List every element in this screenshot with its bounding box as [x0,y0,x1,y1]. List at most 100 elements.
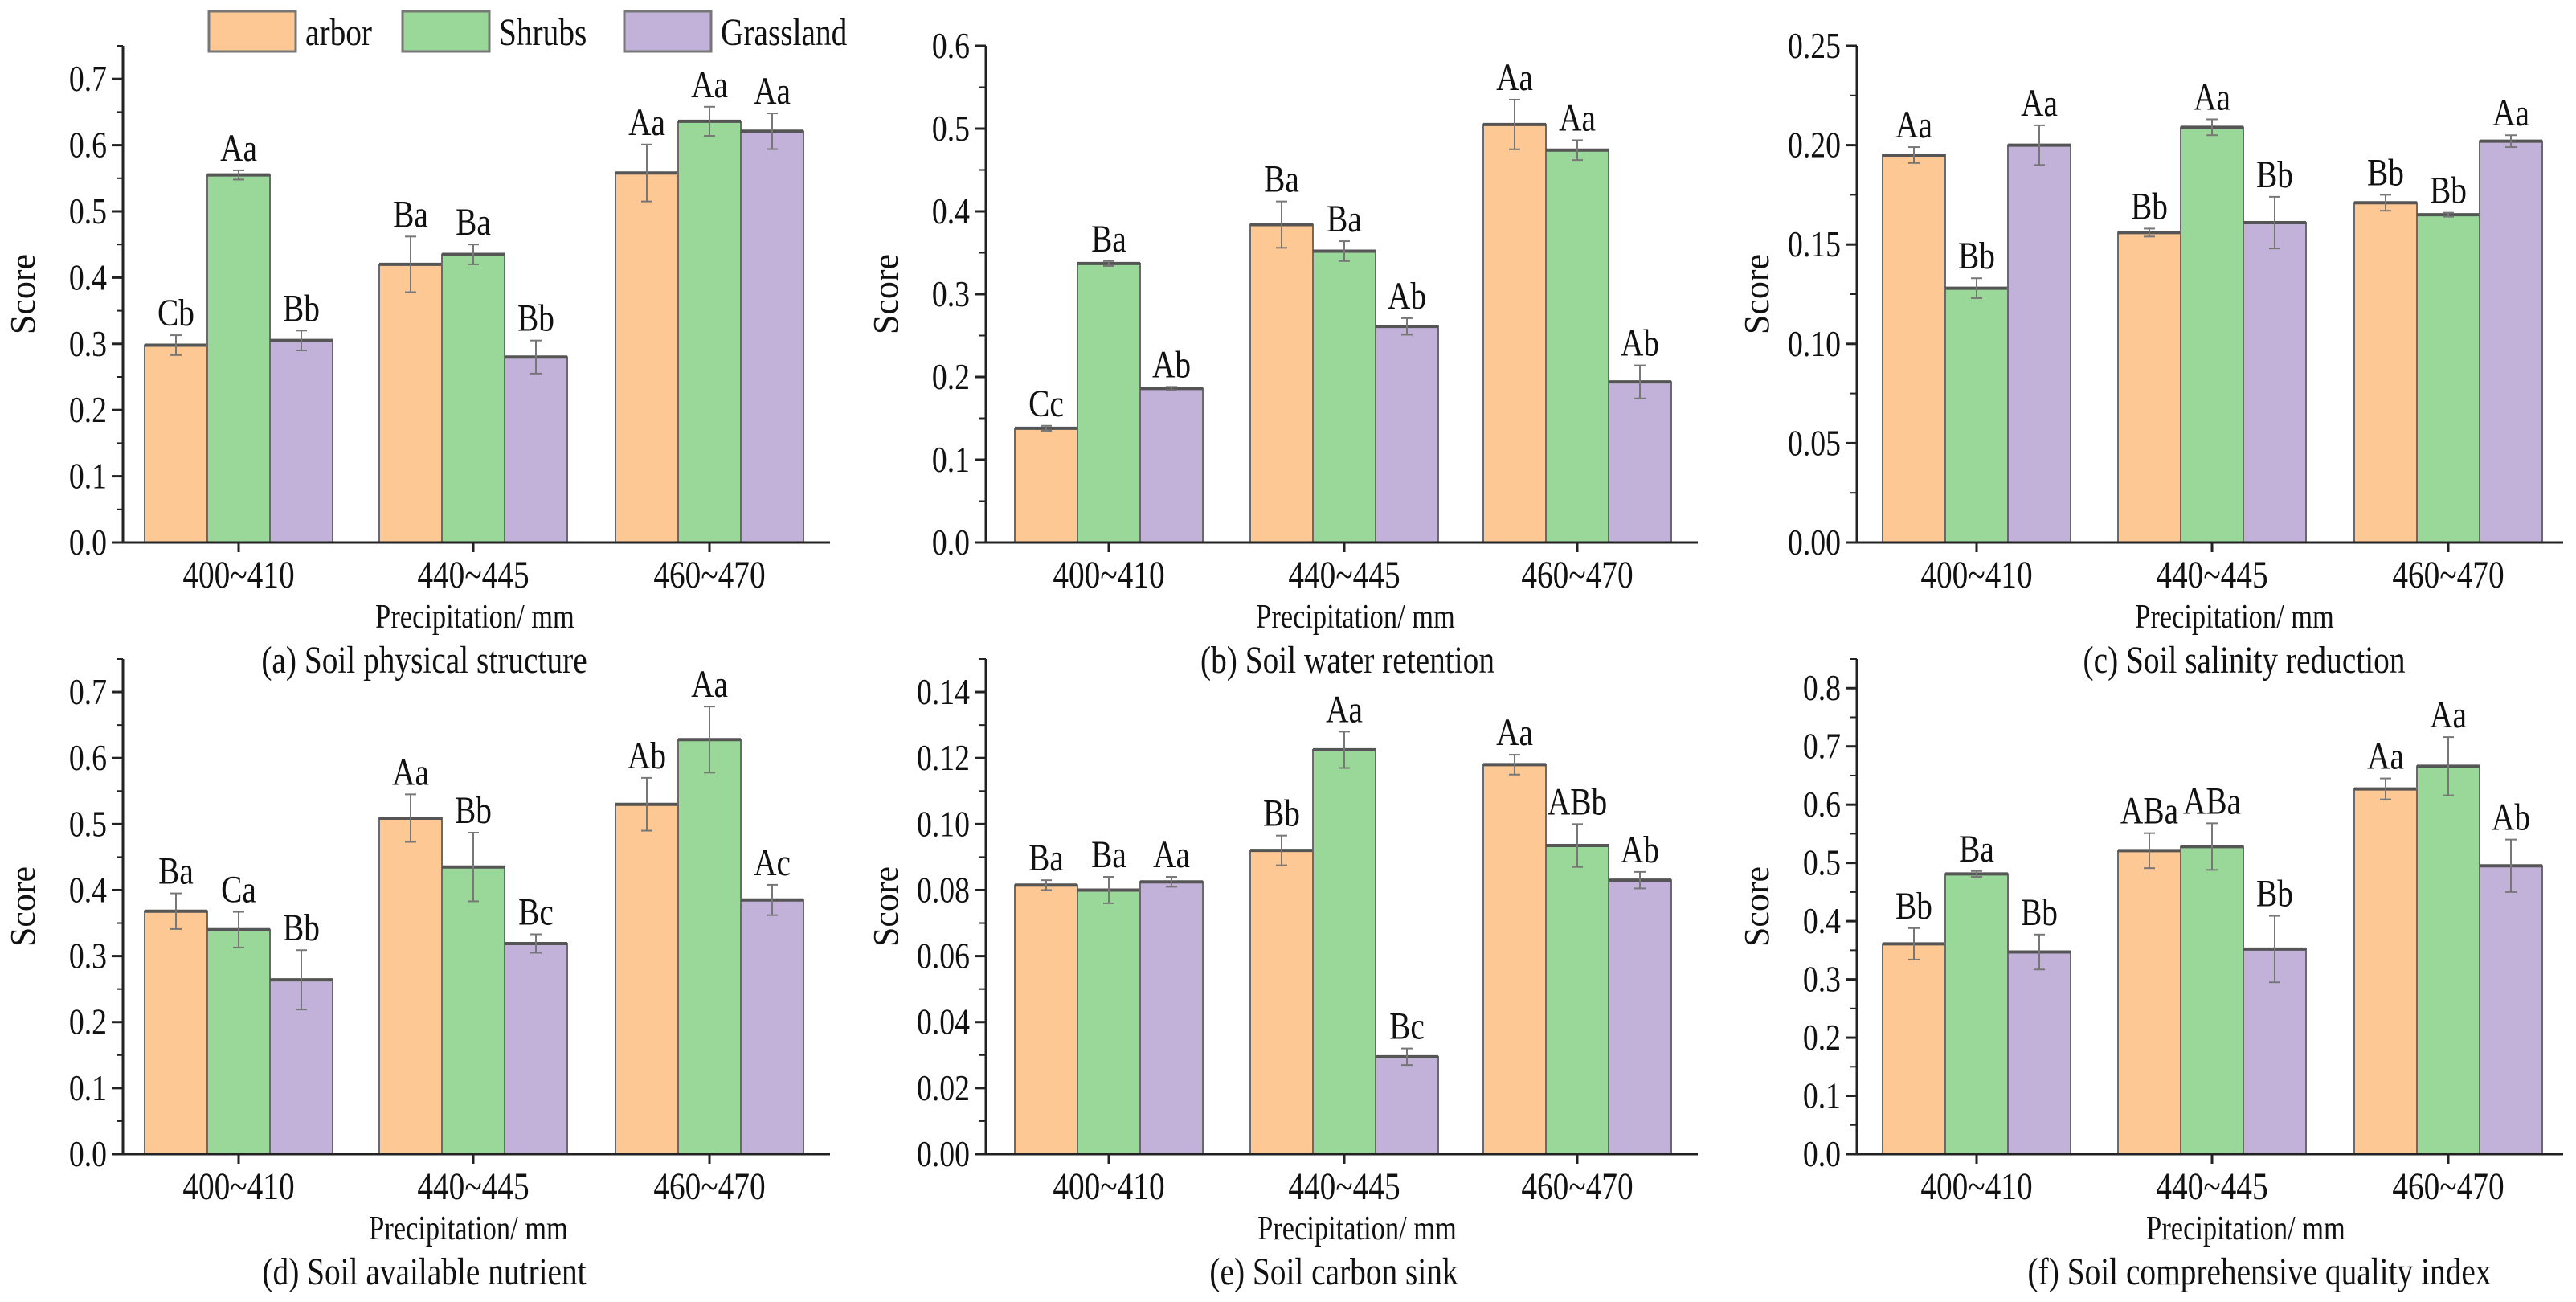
significance-label: Ab [1621,829,1659,870]
bar-shrubs-0 [1944,287,2009,543]
x-tick-label: 440~445 [2156,554,2267,596]
y-tick-label: 0.00 [1788,523,1841,563]
error-bar [1276,834,1287,866]
bar-shrubs-0 [1077,889,1141,1155]
x-tick-label: 400~410 [182,1165,294,1207]
error-bar [1908,146,1920,164]
x-tick-label: 460~470 [653,554,765,596]
error-bar [2269,915,2280,984]
error-bar [1509,754,1520,776]
significance-label: Bb [455,789,492,831]
error-bar [767,113,778,150]
x-tick-label: 440~445 [417,1165,529,1207]
significance-label: Ba [1028,837,1064,879]
y-tick-label: 0.10 [1788,324,1841,364]
y-tick-label: 0.5 [69,805,107,845]
panel-e: Ba Bb Aa Ba Aa ABb Aa Bc Ab 0.00 0.02 0.04 0.06 0.08 0… [866,658,1698,1293]
error-bar [296,330,307,352]
x-tick-label: 440~445 [2156,1165,2267,1207]
bar-grassland-0 [269,339,333,543]
significance-label: Bb [1895,885,1932,927]
error-bar [2380,194,2391,212]
y-axis-title: Score [1737,866,1777,947]
x-tick-label: 460~470 [653,1165,765,1207]
bar-grassland-0 [2007,144,2071,543]
y-tick-label: 0.4 [69,258,107,298]
panel-f: Bb ABa Aa Ba ABa Aa Bb Bb Ab 0.0 0.1 0.2 0.3 0.4 0.5 0.… [1737,658,2563,1293]
error-bar [2034,124,2045,166]
bar-shrubs-2 [1545,845,1609,1155]
y-tick-label: 0.5 [932,109,970,149]
significance-label: Ca [221,869,256,911]
significance-label: Ac [754,841,791,883]
y-tick-label: 0.5 [69,192,107,232]
significance-label: Aa [392,751,429,793]
significance-label: Ab [1388,275,1426,317]
significance-label: Ba [1091,833,1126,875]
error-bar [2380,777,2391,800]
error-bar [1401,1047,1413,1067]
y-axis-title: Score [866,866,906,947]
y-tick-label: 0.6 [69,739,107,779]
legend: arbor Shrubs Grassland [207,10,847,54]
bar-arbor-0 [144,344,208,543]
panels: Cb Ba Aa Aa Ba Aa Bb Bb Aa 0.0 0.1 0.2 0.3 0.4 0.5 0.6 0… [3,27,2563,1293]
bar-grassland-2 [2479,140,2543,543]
bar-arbor-2 [1482,764,1547,1155]
bar-grassland-2 [1608,879,1672,1155]
y-tick-label: 0.7 [69,59,107,100]
significance-label: Ba [393,194,428,235]
bar-shrubs-1 [2180,126,2244,544]
bar-shrubs-2 [2416,214,2480,543]
bar-shrubs-2 [2416,765,2480,1155]
error-bar [170,892,182,930]
significance-label: Ba [456,202,491,244]
significance-label: Bb [2021,891,2058,933]
significance-label: Cb [157,293,194,334]
error-bar [1276,200,1287,249]
significance-label: Bc [518,891,554,933]
significance-label: Aa [1895,104,1932,146]
error-bar [1103,260,1114,267]
significance-label: Aa [754,70,791,112]
error-bar [767,883,778,916]
y-tick-label: 0.2 [69,391,107,431]
x-axis-title: Precipitation/ mm [2135,599,2334,636]
bar-grassland-2 [740,130,804,544]
x-tick-label: 400~410 [182,554,294,596]
significance-label: Aa [1153,833,1190,875]
significance-label: Aa [2367,735,2404,777]
error-bar [1041,424,1052,432]
y-tick-label: 0.8 [1803,669,1841,709]
error-bar [2144,832,2155,870]
x-axis-title: Precipitation/ mm [2146,1210,2345,1247]
error-bar [1971,277,1982,299]
y-tick-label: 0.00 [917,1135,970,1175]
x-tick-label: 440~445 [1288,554,1400,596]
error-bar [2505,134,2517,149]
error-bar [2144,227,2155,238]
significance-label: Aa [2492,92,2529,134]
significance-label: Ba [1327,199,1362,240]
y-tick-label: 0.0 [69,523,107,563]
error-bar [530,339,542,375]
panel-caption: (e) Soil carbon sink [1209,1251,1458,1292]
significance-label: Ba [1959,828,1994,870]
bar-arbor-0 [1014,427,1078,543]
significance-label: Bb [517,297,554,339]
error-bar [1971,870,1982,878]
bar-arbor-1 [2117,850,2181,1155]
error-bar [468,832,479,903]
bar-arbor-1 [2117,231,2181,543]
bar-shrubs-1 [441,866,505,1155]
y-tick-label: 0.04 [917,1002,970,1042]
y-axis-title: Score [1737,254,1777,334]
y-tick-label: 0.2 [932,358,970,398]
error-bar [233,169,244,181]
bar-arbor-1 [1249,223,1314,543]
significance-label: Aa [628,101,665,143]
error-bar [1509,98,1520,150]
significance-label: Bb [2367,152,2404,194]
legend-label: Grassland [721,11,847,53]
bar-shrubs-1 [1312,250,1376,543]
